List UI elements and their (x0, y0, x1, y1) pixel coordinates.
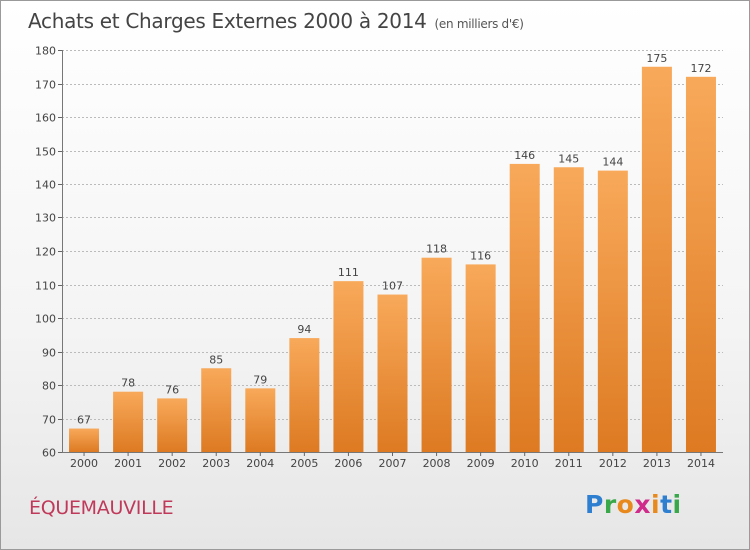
x-tick-label: 2013 (643, 457, 671, 470)
y-tick-label: 120 (35, 246, 56, 259)
logo-letter: t (660, 490, 673, 519)
bar-2011 (553, 167, 584, 452)
bar-2013 (641, 66, 672, 452)
data-label: 116 (470, 249, 491, 262)
y-tick-label: 90 (42, 347, 56, 360)
data-label: 145 (558, 152, 579, 165)
data-labels: 67 78 76 85 79 94 111 107 118 116 146 145 144 175 172 (77, 52, 711, 427)
logo-letter: i (651, 490, 661, 519)
x-tick-label: 2004 (246, 457, 274, 470)
data-label: 94 (297, 323, 311, 336)
x-tick-label: 2011 (555, 457, 583, 470)
x-tick-label: 2001 (114, 457, 142, 470)
bar-2001 (113, 391, 144, 452)
bar-2014 (685, 76, 716, 453)
x-tick-label: 2003 (202, 457, 230, 470)
bars (69, 66, 716, 453)
data-label: 76 (165, 383, 179, 396)
data-label: 146 (514, 149, 535, 162)
chart-title-text: Achats et Charges Externes 2000 à 2014 (28, 9, 427, 33)
x-tick-label: 2007 (379, 457, 407, 470)
data-label: 175 (646, 52, 667, 65)
y-tick-label: 100 (35, 313, 56, 326)
y-tick-label: 70 (42, 414, 56, 427)
y-tick-label: 150 (35, 146, 56, 159)
bar-2008 (421, 257, 452, 452)
data-label: 67 (77, 414, 91, 427)
logo-letter: i (672, 490, 682, 519)
data-label: 111 (338, 266, 359, 279)
y-tick-label: 170 (35, 79, 56, 92)
bar-2010 (509, 163, 540, 452)
y-tick-label: 80 (42, 380, 56, 393)
bar-2009 (465, 264, 496, 452)
y-tick-label: 110 (35, 280, 56, 293)
logo-letter: x (634, 490, 651, 519)
data-label: 172 (690, 62, 711, 75)
bar-2000 (69, 428, 100, 452)
y-tick-label: 60 (42, 447, 56, 460)
x-tick-label: 2008 (423, 457, 451, 470)
y-tick-label: 130 (35, 212, 56, 225)
chart-subtitle: (en milliers d'€) (434, 17, 524, 31)
chart-title: Achats et Charges Externes 2000 à 2014 (e… (28, 9, 524, 33)
x-tick-label: 2000 (70, 457, 98, 470)
data-label: 144 (602, 156, 623, 169)
x-tick-label: 2012 (599, 457, 627, 470)
bar-2007 (377, 294, 408, 452)
y-tick-label: 160 (35, 112, 56, 125)
logo-letter: o (616, 490, 635, 519)
bar-2004 (245, 388, 276, 452)
bar-2003 (201, 368, 232, 452)
data-label: 79 (253, 373, 267, 386)
data-label: 107 (382, 280, 403, 293)
data-label: 118 (426, 243, 447, 256)
logo-letter: P (585, 490, 604, 519)
bar-2012 (597, 170, 628, 452)
x-tick-label: 2002 (158, 457, 186, 470)
x-tick-label: 2009 (467, 457, 495, 470)
x-tick-label: 2014 (687, 457, 715, 470)
logo-letter: r (603, 490, 617, 519)
bar-2006 (333, 281, 364, 452)
commune-name: ÉQUEMAUVILLE (29, 497, 174, 519)
y-tick-label: 180 (35, 45, 56, 58)
axes: 60 70 80 90 100 110 120 130 140 150 160 170 180 2000 2… (35, 45, 723, 470)
bar-2005 (289, 338, 320, 452)
x-tick-label: 2010 (511, 457, 539, 470)
bar-2002 (157, 398, 188, 452)
data-label: 85 (209, 353, 223, 366)
x-tick-label: 2006 (334, 457, 362, 470)
x-tick-label: 2005 (290, 457, 318, 470)
y-tick-label: 140 (35, 179, 56, 192)
proxiti-logo: Proxiti (585, 490, 691, 524)
data-label: 78 (121, 377, 135, 390)
